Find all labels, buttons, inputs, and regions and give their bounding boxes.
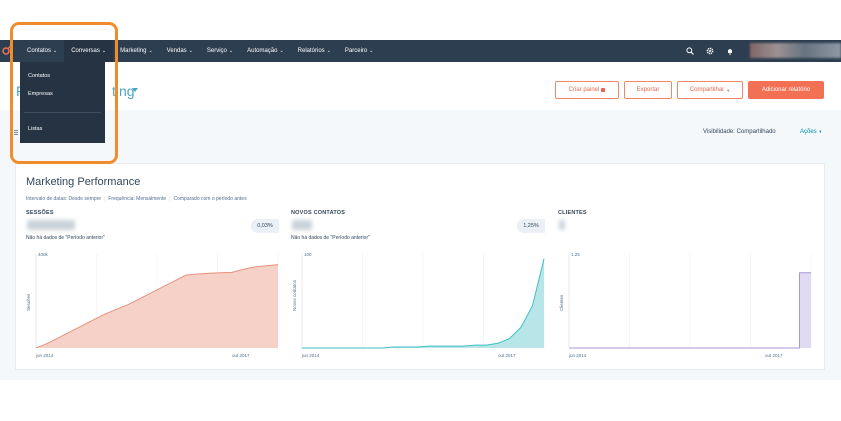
top-nav: Contatos ⌄ Conversas ⌄ Marketing ⌄ Vendas ⌄ Serv… bbox=[0, 40, 841, 62]
nav-item-label: Marketing bbox=[120, 48, 147, 54]
nav-item-label: Relatórios bbox=[297, 48, 325, 54]
visibility-value[interactable]: Compartilhado bbox=[736, 129, 776, 135]
gear-icon[interactable] bbox=[700, 40, 720, 62]
report-title[interactable]: Marketing Performance bbox=[26, 176, 141, 188]
y-axis-title: Sessões bbox=[26, 293, 31, 311]
conversas-dropdown: Contatos Empresas Listas bbox=[20, 62, 105, 143]
lock-icon bbox=[601, 88, 606, 92]
series-line bbox=[302, 258, 545, 349]
filter-comparison: Comparado com o período antes bbox=[173, 196, 247, 202]
y-axis-title: Novos contatos bbox=[292, 279, 297, 311]
y-axis-title: Clientes bbox=[559, 294, 564, 311]
visibility: Visibilidade: Compartilhado bbox=[703, 129, 776, 135]
search-icon[interactable] bbox=[680, 40, 700, 62]
add-report-button[interactable]: Adicionar relatório bbox=[748, 81, 824, 99]
clients-chart[interactable]: 1.25 Clientes jun 2014 out 2017 bbox=[557, 240, 819, 364]
metric-clients-label: CLIENTES bbox=[558, 210, 587, 216]
filter-date-range: Intervalo de datas: Desde sempre bbox=[26, 196, 102, 202]
y-max-label: 400k bbox=[38, 252, 49, 257]
filter-icon[interactable] bbox=[14, 130, 18, 135]
nav-item-label: Vendas bbox=[166, 48, 187, 54]
caret-down-icon: ▼ bbox=[726, 87, 731, 93]
x-tick-label: jun 2014 bbox=[301, 353, 320, 358]
share-label: Compartilhar bbox=[689, 87, 725, 93]
x-tick-label: jun 2014 bbox=[568, 353, 587, 358]
series-area bbox=[302, 258, 544, 348]
nav-item-label: Parceiro bbox=[344, 48, 368, 54]
nav-item-label: Contatos bbox=[27, 48, 52, 54]
dropdown-item-empresas[interactable]: Empresas bbox=[28, 91, 53, 97]
dashboard-switch-caret-icon[interactable] bbox=[132, 88, 138, 92]
share-button[interactable]: Compartilhar ▼ bbox=[677, 81, 743, 99]
nav-menu: Contatos ⌄ Conversas ⌄ Marketing ⌄ Vendas ⌄ Serv… bbox=[20, 40, 380, 62]
x-tick-label: out 2017 bbox=[765, 353, 783, 358]
metric-sessions-value-blurred bbox=[27, 220, 75, 230]
metric-contacts-change-badge: 1,25% bbox=[517, 219, 545, 233]
x-tick-label: jun 2014 bbox=[35, 353, 54, 358]
annotation-highlight-box bbox=[10, 22, 118, 164]
metric-sessions-note: Não há dados de "Período anterior" bbox=[26, 235, 105, 241]
actions-label: Ações bbox=[800, 129, 817, 135]
nav-item-vendas[interactable]: Vendas ⌄ bbox=[160, 40, 200, 62]
account-avatar[interactable] bbox=[750, 43, 841, 58]
filter-frequency: Frequência: Mensalmente bbox=[108, 196, 167, 202]
y-max-label: 100 bbox=[304, 252, 312, 257]
add-report-label: Adicionar relatório bbox=[761, 87, 811, 93]
nav-item-automacao[interactable]: Automação ⌄ bbox=[240, 40, 291, 62]
export-button[interactable]: Exportar bbox=[624, 81, 672, 99]
nav-item-conversas[interactable]: Conversas ⌄ bbox=[64, 40, 114, 62]
x-tick-label: out 2017 bbox=[232, 353, 250, 358]
nav-item-servico[interactable]: Serviço ⌄ bbox=[200, 40, 240, 62]
sessions-chart[interactable]: 400k Sessões jun 2014 out 2017 bbox=[24, 240, 286, 364]
nav-item-label: Automação bbox=[247, 48, 278, 54]
dropdown-item-listas[interactable]: Listas bbox=[28, 126, 43, 132]
metric-sessions-change-badge: 0,03% bbox=[251, 219, 279, 233]
create-dashboard-button[interactable]: Criar painel bbox=[555, 81, 619, 99]
chevron-down-icon: ⌄ bbox=[228, 48, 234, 54]
dropdown-divider bbox=[24, 112, 101, 113]
nav-item-label: Serviço bbox=[206, 48, 227, 54]
chevron-down-icon: ⌄ bbox=[101, 48, 107, 54]
metric-clients-value-blurred bbox=[559, 220, 565, 230]
chevron-down-icon: ⌄ bbox=[369, 48, 374, 54]
dropdown-item-contatos[interactable]: Contatos bbox=[28, 73, 51, 79]
metric-contacts-label: NOVOS CONTATOS bbox=[291, 210, 346, 216]
chevron-down-icon: ⌄ bbox=[188, 48, 193, 54]
chevron-down-icon: ⌄ bbox=[279, 48, 284, 54]
series-line bbox=[35, 264, 279, 349]
actions-menu[interactable]: Ações ▼ bbox=[800, 129, 822, 135]
metric-contacts-value-blurred bbox=[292, 220, 312, 230]
nav-item-parceiro[interactable]: Parceiro ⌄ bbox=[338, 40, 381, 62]
new-contacts-chart[interactable]: 100 Novos contatos jun 2014 out 2017 bbox=[290, 240, 552, 364]
nav-item-label: Conversas bbox=[71, 48, 100, 54]
y-max-label: 1.25 bbox=[571, 252, 580, 257]
chevron-down-icon: ⌄ bbox=[53, 48, 58, 54]
report-filters: Intervalo de datas: Desde sempre | Frequên… bbox=[26, 196, 247, 202]
metric-contacts-note: Não há dados de "Período anterior" bbox=[291, 235, 370, 241]
metric-sessions-label: SESSÕES bbox=[26, 210, 54, 216]
chevron-down-icon: ⌄ bbox=[148, 48, 153, 54]
visibility-label: Visibilidade: bbox=[703, 129, 735, 135]
series-line bbox=[569, 272, 811, 349]
x-tick-label: out 2017 bbox=[498, 353, 516, 358]
nav-item-marketing[interactable]: Marketing ⌄ bbox=[113, 40, 160, 62]
nav-item-relatorios[interactable]: Relatórios ⌄ bbox=[291, 40, 338, 62]
nav-item-contatos[interactable]: Contatos ⌄ bbox=[20, 40, 64, 62]
chevron-down-icon: ⌄ bbox=[326, 48, 331, 54]
create-dashboard-label: Criar painel bbox=[568, 87, 600, 93]
export-label: Exportar bbox=[636, 87, 660, 93]
series-area bbox=[36, 264, 278, 348]
bell-icon[interactable] bbox=[720, 40, 740, 62]
caret-down-icon: ▼ bbox=[818, 129, 823, 134]
nav-icons bbox=[680, 40, 740, 62]
